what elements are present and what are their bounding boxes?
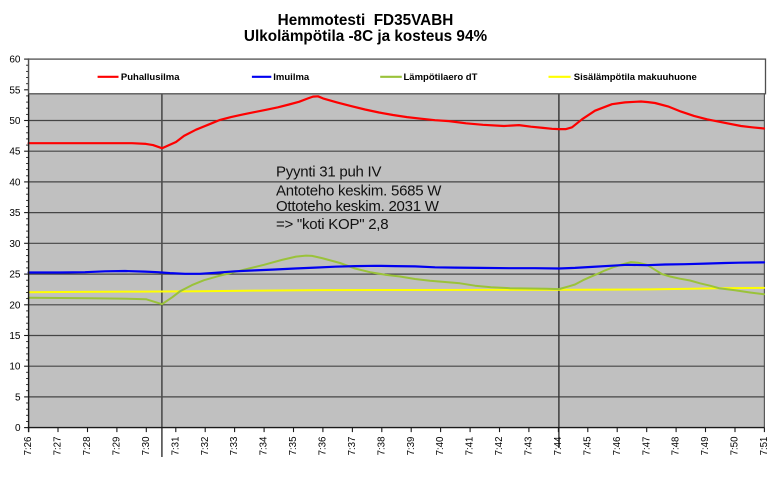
- svg-text:7:33: 7:33: [229, 437, 240, 456]
- svg-text:7:30: 7:30: [141, 436, 152, 455]
- svg-text:7:37: 7:37: [347, 437, 358, 456]
- svg-text:7:26: 7:26: [23, 437, 34, 456]
- svg-text:Ulkolämpötila -8C ja kosteus 9: Ulkolämpötila -8C ja kosteus 94%: [244, 28, 488, 45]
- svg-text:60: 60: [9, 55, 21, 66]
- svg-text:30: 30: [9, 239, 21, 250]
- svg-text:7:35: 7:35: [288, 437, 299, 456]
- svg-text:7:43: 7:43: [523, 437, 534, 456]
- svg-text:7:46: 7:46: [612, 437, 623, 456]
- svg-text:Antoteho keskim. 5685 W: Antoteho keskim. 5685 W: [276, 182, 442, 199]
- svg-text:7:44: 7:44: [553, 436, 564, 455]
- svg-text:7:48: 7:48: [671, 437, 682, 456]
- svg-text:7:42: 7:42: [494, 437, 505, 456]
- svg-text:Ottoteho keskim. 2031 W: Ottoteho keskim. 2031 W: [276, 198, 440, 215]
- svg-text:Pyynti 31 puh IV: Pyynti 31 puh IV: [276, 164, 381, 181]
- svg-text:7:31: 7:31: [170, 437, 181, 456]
- svg-text:0: 0: [15, 423, 21, 434]
- svg-text:Imuilma: Imuilma: [273, 72, 310, 83]
- svg-text:Hemmotesti FD35VABH: Hemmotesti FD35VABH: [278, 12, 454, 29]
- svg-text:7:36: 7:36: [317, 437, 328, 456]
- svg-text:7:29: 7:29: [111, 437, 122, 456]
- svg-text:15: 15: [9, 331, 21, 342]
- svg-text:7:38: 7:38: [376, 437, 387, 456]
- svg-text:7:51: 7:51: [759, 437, 770, 456]
- svg-text:35: 35: [9, 208, 21, 219]
- svg-text:Puhallusilma: Puhallusilma: [121, 72, 180, 83]
- svg-text:Sisälämpötila makuuhuone: Sisälämpötila makuuhuone: [574, 72, 697, 83]
- svg-text:7:47: 7:47: [641, 437, 652, 456]
- svg-text:7:45: 7:45: [582, 437, 593, 456]
- svg-text:Lämpötilaero dT: Lämpötilaero dT: [404, 72, 478, 83]
- svg-text:20: 20: [9, 300, 21, 311]
- svg-text:40: 40: [9, 177, 21, 188]
- svg-text:7:39: 7:39: [406, 437, 417, 456]
- svg-text:5: 5: [15, 392, 21, 403]
- svg-text:7:34: 7:34: [259, 436, 270, 455]
- svg-text:7:40: 7:40: [435, 436, 446, 455]
- svg-text:50: 50: [9, 116, 21, 127]
- svg-text:25: 25: [9, 270, 21, 281]
- svg-text:55: 55: [9, 85, 21, 96]
- svg-text:7:32: 7:32: [200, 437, 211, 456]
- svg-text:7:28: 7:28: [82, 437, 93, 456]
- svg-text:=> "koti KOP" 2,8: => "koti KOP" 2,8: [276, 216, 388, 233]
- svg-text:10: 10: [9, 362, 21, 373]
- svg-text:7:49: 7:49: [700, 437, 711, 456]
- svg-text:7:41: 7:41: [465, 437, 476, 456]
- svg-text:45: 45: [9, 147, 21, 158]
- svg-text:7:27: 7:27: [53, 437, 64, 456]
- svg-text:7:50: 7:50: [730, 436, 741, 455]
